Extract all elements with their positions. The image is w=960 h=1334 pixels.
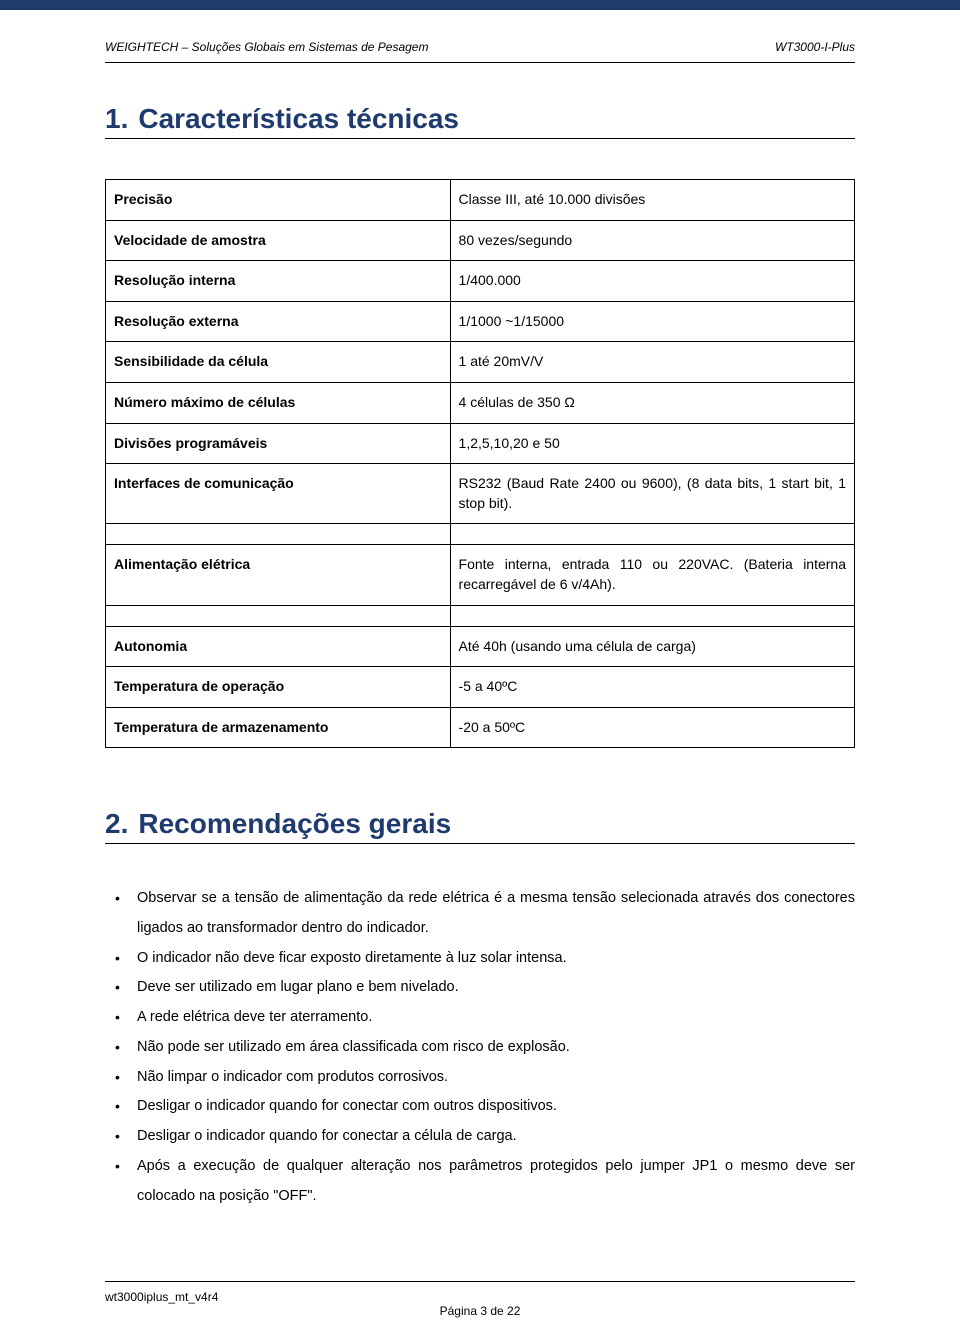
table-row: Interfaces de comunicação RS232 (Baud Ra… xyxy=(106,464,855,524)
spec-value: Até 40h (usando uma célula de carga) xyxy=(450,626,854,667)
spec-label: Temperatura de armazenamento xyxy=(106,707,451,748)
list-item: Observar se a tensão de alimentação da r… xyxy=(137,884,855,943)
spec-value-empty xyxy=(450,524,854,545)
list-item: Após a execução de qualquer alteração no… xyxy=(137,1152,855,1211)
spec-label-empty xyxy=(106,524,451,545)
spec-label: Resolução interna xyxy=(106,261,451,302)
header-right: WT3000-I-Plus xyxy=(775,40,855,54)
list-item: Desligar o indicador quando for conectar… xyxy=(137,1092,855,1122)
section-1-number: 1. xyxy=(105,103,128,134)
spec-label: Precisão xyxy=(106,180,451,221)
spec-value: Classe III, até 10.000 divisões xyxy=(450,180,854,221)
spec-label: Alimentação elétrica xyxy=(106,545,451,605)
table-row: Temperatura de armazenamento -20 a 50ºC xyxy=(106,707,855,748)
table-row: Precisão Classe III, até 10.000 divisões xyxy=(106,180,855,221)
footer-left: wt3000iplus_mt_v4r4 xyxy=(105,1290,218,1304)
table-row: Autonomia Até 40h (usando uma célula de … xyxy=(106,626,855,667)
page-header: WEIGHTECH – Soluções Globais em Sistemas… xyxy=(105,40,855,54)
table-row: Resolução interna 1/400.000 xyxy=(106,261,855,302)
list-item: A rede elétrica deve ter aterramento. xyxy=(137,1003,855,1033)
top-brand-bar xyxy=(0,0,960,10)
table-row: Divisões programáveis 1,2,5,10,20 e 50 xyxy=(106,423,855,464)
recommendations-list: Observar se a tensão de alimentação da r… xyxy=(105,884,855,1211)
table-row: Resolução externa 1/1000 ~1/15000 xyxy=(106,301,855,342)
table-row: Número máximo de células 4 células de 35… xyxy=(106,382,855,423)
section-1-divider xyxy=(105,138,855,139)
section-1-title: Características técnicas xyxy=(138,103,459,134)
table-row: Alimentação elétrica Fonte interna, entr… xyxy=(106,545,855,605)
section-2-number: 2. xyxy=(105,808,128,839)
section-2-divider xyxy=(105,843,855,844)
spec-value: Fonte interna, entrada 110 ou 220VAC. (B… xyxy=(450,545,854,605)
page-footer: wt3000iplus_mt_v4r4 Página 3 de 22 xyxy=(105,1281,855,1304)
table-spacer-row xyxy=(106,605,855,626)
spec-value: 1 até 20mV/V xyxy=(450,342,854,383)
table-spacer-row xyxy=(106,524,855,545)
spec-label: Interfaces de comunicação xyxy=(106,464,451,524)
list-item: O indicador não deve ficar exposto diret… xyxy=(137,944,855,974)
spec-value: 1/1000 ~1/15000 xyxy=(450,301,854,342)
spec-value: -20 a 50ºC xyxy=(450,707,854,748)
table-row: Sensibilidade da célula 1 até 20mV/V xyxy=(106,342,855,383)
footer-center: Página 3 de 22 xyxy=(440,1304,521,1318)
section-2-heading: 2. Recomendações gerais xyxy=(105,808,855,840)
section-1-heading: 1. Características técnicas xyxy=(105,103,855,135)
header-divider xyxy=(105,62,855,63)
spec-value: 1/400.000 xyxy=(450,261,854,302)
spec-label: Divisões programáveis xyxy=(106,423,451,464)
specs-table: Precisão Classe III, até 10.000 divisões… xyxy=(105,179,855,748)
list-item: Deve ser utilizado em lugar plano e bem … xyxy=(137,973,855,1003)
section-2-title: Recomendações gerais xyxy=(138,808,451,839)
page-content: WEIGHTECH – Soluções Globais em Sistemas… xyxy=(0,10,960,1334)
spec-value: 4 células de 350 Ω xyxy=(450,382,854,423)
spec-label: Número máximo de células xyxy=(106,382,451,423)
table-row: Temperatura de operação -5 a 40ºC xyxy=(106,667,855,708)
footer-divider xyxy=(105,1281,855,1282)
header-left: WEIGHTECH – Soluções Globais em Sistemas… xyxy=(105,40,428,54)
spec-label: Autonomia xyxy=(106,626,451,667)
spec-label: Sensibilidade da célula xyxy=(106,342,451,383)
spec-value: 80 vezes/segundo xyxy=(450,220,854,261)
spec-value: RS232 (Baud Rate 2400 ou 9600), (8 data … xyxy=(450,464,854,524)
spec-label-empty xyxy=(106,605,451,626)
spec-label: Velocidade de amostra xyxy=(106,220,451,261)
table-row: Velocidade de amostra 80 vezes/segundo xyxy=(106,220,855,261)
list-item: Não pode ser utilizado em área classific… xyxy=(137,1033,855,1063)
spec-value: -5 a 40ºC xyxy=(450,667,854,708)
list-item: Não limpar o indicador com produtos corr… xyxy=(137,1063,855,1093)
spec-value: 1,2,5,10,20 e 50 xyxy=(450,423,854,464)
spec-value-empty xyxy=(450,605,854,626)
spec-label: Temperatura de operação xyxy=(106,667,451,708)
spec-label: Resolução externa xyxy=(106,301,451,342)
list-item: Desligar o indicador quando for conectar… xyxy=(137,1122,855,1152)
